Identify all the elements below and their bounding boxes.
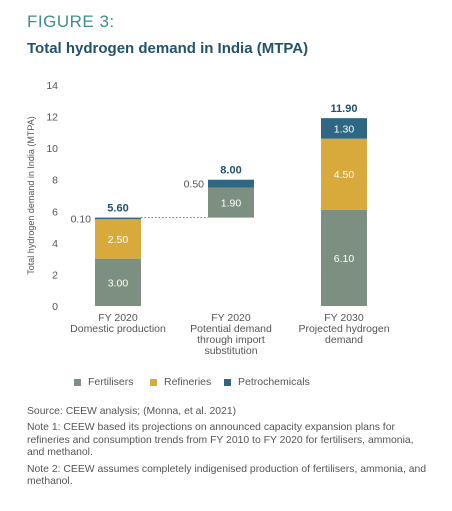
x-tick-label: through import — [197, 334, 265, 346]
bar-fertilisers-1 — [95, 258, 141, 306]
y-tick-label: 10 — [46, 143, 58, 155]
x-tick-label: demand — [325, 334, 363, 346]
y-tick-label: 0 — [52, 301, 58, 313]
bar-fertilisers-2 — [208, 187, 254, 218]
x-tick-label: substitution — [204, 345, 257, 357]
y-tick-label: 12 — [46, 112, 58, 124]
x-tick-label: Potential demand — [190, 323, 272, 335]
legend-swatch-petrochemicals — [224, 378, 231, 386]
legend-item-petrochemicals: Petrochemicals — [224, 376, 310, 388]
source-note: Source: CEEW analysis; (Monna, et al. 20… — [27, 406, 237, 417]
bar-refineries-3 — [321, 138, 367, 210]
data-label-refineries-3: 4.50 — [334, 169, 355, 181]
chart-plot: Total hydrogen demand in India (MTPA) 0 2 4… — [26, 80, 390, 357]
legend-swatch-fertilisers — [74, 378, 81, 386]
legend-label-petrochemicals: Petrochemicals — [238, 376, 310, 388]
chart-title: Total hydrogen demand in India (MTPA) — [27, 40, 309, 57]
y-tick-label: 14 — [46, 80, 58, 92]
note-1: Note 1: CEEW based its projections on an… — [27, 422, 414, 459]
data-label-fertilisers-2: 1.90 — [221, 198, 242, 210]
legend-swatch-refineries — [150, 378, 157, 386]
y-tick-label: 8 — [52, 175, 58, 187]
legend-item-fertilisers: Fertilisers — [74, 376, 134, 388]
data-label-petrochemicals-2: 0.50 — [184, 179, 205, 191]
bar-petrochemicals-1 — [95, 217, 141, 220]
bar-fertilisers-3 — [321, 209, 367, 306]
figure-label: FIGURE 3: — [27, 12, 115, 31]
y-axis-title: Total hydrogen demand in India (MTPA) — [26, 116, 36, 274]
x-tick-label: FY 2020 — [98, 312, 138, 324]
data-label-petrochemicals-3: 1.30 — [334, 123, 355, 135]
total-label-2: 8.00 — [220, 165, 241, 177]
legend-label-fertilisers: Fertilisers — [88, 376, 134, 388]
note-2: Note 2: CEEW assumes completely indigeni… — [27, 463, 427, 488]
total-label-3: 11.90 — [331, 103, 358, 115]
legend-label-refineries: Refineries — [164, 376, 212, 388]
x-tick-label: Domestic production — [70, 323, 166, 335]
bar-refineries-1 — [95, 219, 141, 259]
chart-legend: Fertilisers Refineries Petrochemicals — [0, 376, 452, 392]
data-label-fertilisers-1: 3.00 — [108, 277, 129, 289]
notes: Source: CEEW analysis; (Monna, et al. 20… — [27, 406, 427, 492]
bar-petrochemicals-3 — [321, 118, 367, 139]
x-tick-label: FY 2030 — [324, 312, 364, 324]
x-tick-label: Projected hydrogen — [298, 323, 389, 335]
total-label-1: 5.60 — [107, 203, 128, 215]
data-label-petrochemicals-1: 0.10 — [71, 213, 92, 225]
legend-item-refineries: Refineries — [150, 376, 211, 388]
data-label-refineries-1: 2.50 — [108, 234, 129, 246]
data-label-fertilisers-3: 6.10 — [334, 253, 355, 265]
y-tick-label: 6 — [52, 206, 58, 218]
x-tick-label: FY 2020 — [211, 312, 251, 324]
y-tick-label: 2 — [52, 269, 58, 281]
bar-petrochemicals-2 — [208, 179, 254, 188]
y-tick-label: 4 — [52, 238, 58, 250]
